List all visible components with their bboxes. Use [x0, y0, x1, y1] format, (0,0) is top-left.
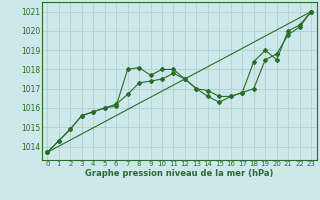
X-axis label: Graphe pression niveau de la mer (hPa): Graphe pression niveau de la mer (hPa) — [85, 169, 273, 178]
